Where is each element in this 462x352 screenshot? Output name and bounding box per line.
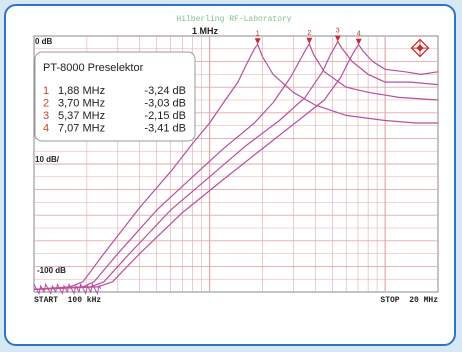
legend-frequency: 5,37 MHz [58,110,105,122]
marker-3 [334,35,341,42]
marker-label-1: 1 [256,30,260,37]
legend-level: -3,41 dB [144,123,186,135]
series-line-1 [33,43,438,290]
legend-level: -2,15 dB [144,110,186,122]
chart-title: Hilberling RF-Laboratory [176,15,291,24]
legend-frequency: 3,70 MHz [58,98,105,110]
legend-number: 1 [43,85,49,97]
x-start-label: START 100 kHz [34,296,101,305]
bottom-level-label: -100 dB [37,266,66,275]
series-line-3 [33,40,439,290]
marker-1 [254,38,261,45]
center-frequency-label: 1 MHz [192,26,219,36]
marker-label-3: 3 [336,28,340,35]
marker-label-4: 4 [357,31,361,38]
legend-number: 4 [43,123,49,135]
marker-2 [306,37,313,44]
series-line-4 [33,44,439,290]
marker-4 [355,38,362,45]
top-level-label: 0 dB [35,37,53,46]
markers: 1 2 3 4 [254,28,362,45]
x-stop-label: STOP 20 MHz [380,296,438,305]
legend-number: 3 [43,110,49,122]
legend: PT-8000 Preselektor 1 1,88 MHz -3,24 dB 2 3,… [34,51,196,142]
logo-icon [410,38,430,58]
legend-frequency: 7,07 MHz [58,123,105,135]
series-line-2 [33,43,439,290]
legend-box [34,51,196,142]
legend-title: PT-8000 Preselektor [43,62,144,74]
traces [33,40,439,295]
legend-frequency: 1,88 MHz [58,85,105,97]
legend-level: -3,03 dB [144,98,186,110]
scale-label: 10 dB/ [35,155,60,164]
noise-floor-line [33,282,102,295]
legend-number: 2 [43,98,49,110]
legend-level: -3,24 dB [144,85,186,97]
marker-label-2: 2 [307,30,311,37]
